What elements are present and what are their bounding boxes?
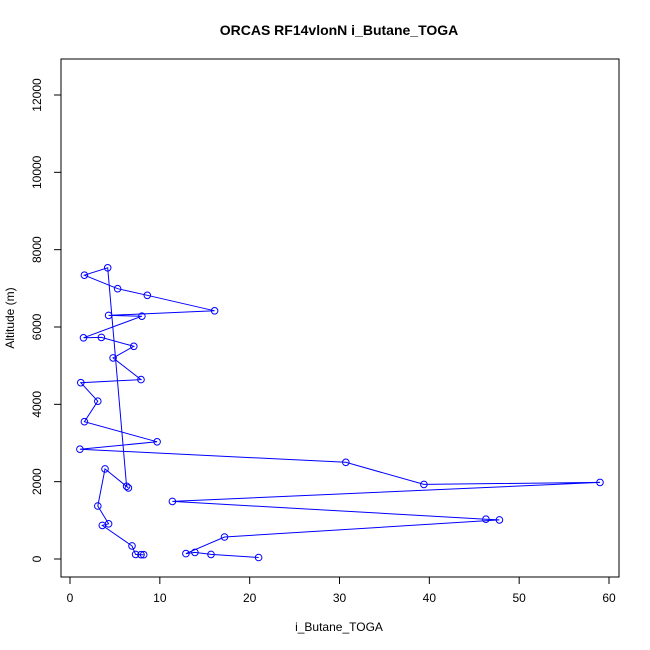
y-tick-label: 6000	[30, 313, 44, 340]
data-point	[137, 550, 145, 559]
data-point	[596, 478, 604, 487]
data-point	[139, 550, 148, 559]
data-point	[94, 397, 102, 406]
data-point	[124, 484, 133, 492]
data-point	[191, 548, 199, 557]
data-point	[122, 482, 131, 491]
y-tick-label: 12000	[30, 78, 44, 112]
data-point	[137, 375, 145, 384]
data-point	[104, 311, 113, 320]
y-tick-label: 2000	[30, 468, 44, 495]
y-axis: 0 2000 4000 6000 8000 10000 12000	[30, 78, 62, 562]
data-point	[80, 271, 89, 280]
x-tick-label: 40	[423, 591, 437, 605]
x-tick-label: 60	[602, 591, 616, 605]
data-point	[153, 438, 161, 446]
data-point	[207, 550, 215, 559]
data-point	[220, 533, 229, 541]
series-line	[79, 267, 601, 558]
data-point	[76, 445, 84, 454]
x-tick-label: 50	[512, 591, 526, 605]
data-point	[131, 550, 140, 559]
data-series	[76, 264, 604, 562]
y-tick-label: 4000	[30, 391, 44, 418]
y-tick-label: 10000	[30, 155, 44, 189]
x-tick-label: 20	[243, 591, 257, 605]
x-tick-label: 0	[67, 591, 74, 605]
data-point	[168, 497, 177, 506]
data-point	[143, 291, 152, 300]
x-axis: 0 10 20 30 40 50 60	[67, 576, 616, 605]
data-point	[128, 542, 136, 550]
y-axis-label: Altitude (m)	[3, 287, 17, 348]
data-point	[210, 307, 219, 315]
data-point	[495, 516, 504, 524]
data-point	[109, 354, 117, 362]
x-tick-label: 10	[153, 591, 167, 605]
data-point	[80, 417, 89, 426]
data-point	[103, 264, 112, 272]
x-tick-label: 30	[333, 591, 347, 605]
data-point	[254, 553, 263, 562]
data-point	[101, 465, 109, 473]
data-point	[79, 334, 88, 342]
data-point	[138, 312, 146, 321]
data-point	[130, 342, 138, 351]
data-point	[98, 521, 107, 530]
data-point	[342, 458, 350, 467]
y-tick-label: 0	[30, 555, 44, 562]
data-point	[113, 284, 122, 293]
data-point	[482, 515, 490, 524]
data-point	[182, 549, 190, 558]
data-point	[94, 502, 102, 510]
data-point	[420, 480, 428, 489]
y-tick-label: 8000	[30, 236, 44, 263]
data-point	[77, 378, 85, 387]
chart-title: ORCAS RF14vlonN i_Butane_TOGA	[220, 22, 459, 38]
data-point	[97, 333, 106, 342]
x-axis-label: i_Butane_TOGA	[295, 620, 383, 634]
